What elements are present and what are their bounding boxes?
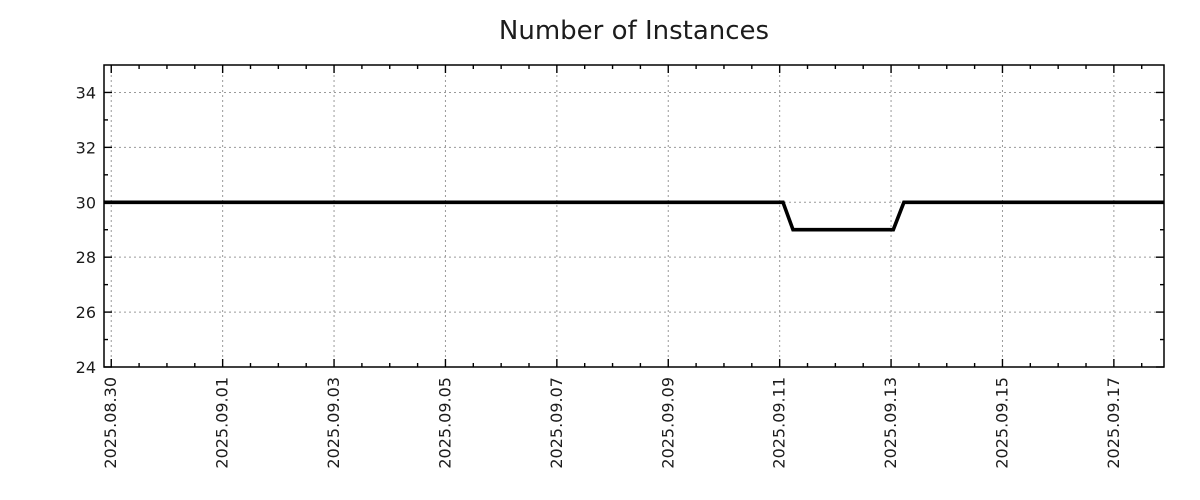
x-tick-label: 2025.09.07 [547, 377, 566, 469]
chart-title: Number of Instances [499, 16, 769, 46]
x-tick-label: 2025.09.11 [770, 377, 789, 469]
y-tick-label: 24 [76, 358, 96, 377]
y-tick-label: 32 [76, 138, 96, 157]
x-tick-label: 2025.09.15 [992, 377, 1011, 469]
x-tick-label: 2025.09.03 [324, 377, 343, 469]
series-lines [104, 200, 1164, 232]
axis-ticks [104, 65, 1164, 368]
y-axis-labels: 24 26 28 30 32 34 [76, 83, 96, 377]
x-tick-label: 2025.09.09 [658, 377, 677, 469]
x-tick-label: 2025.09.13 [881, 377, 900, 469]
x-tick-label: 2025.09.01 [213, 377, 232, 469]
y-tick-label: 26 [76, 303, 96, 322]
y-tick-label: 34 [76, 83, 96, 102]
grid-lines [104, 65, 1164, 367]
x-tick-label: 2025.09.17 [1104, 377, 1123, 469]
x-axis-labels: 2025.08.30 2025.09.01 2025.09.03 2025.09.05… [101, 377, 1123, 469]
x-tick-label: 2025.08.30 [101, 377, 120, 469]
plot-border [103, 64, 1165, 368]
y-tick-label: 28 [76, 248, 96, 267]
series-line-instances [104, 200, 1164, 232]
x-tick-label: 2025.09.05 [435, 377, 454, 469]
y-tick-label: 30 [76, 193, 96, 212]
